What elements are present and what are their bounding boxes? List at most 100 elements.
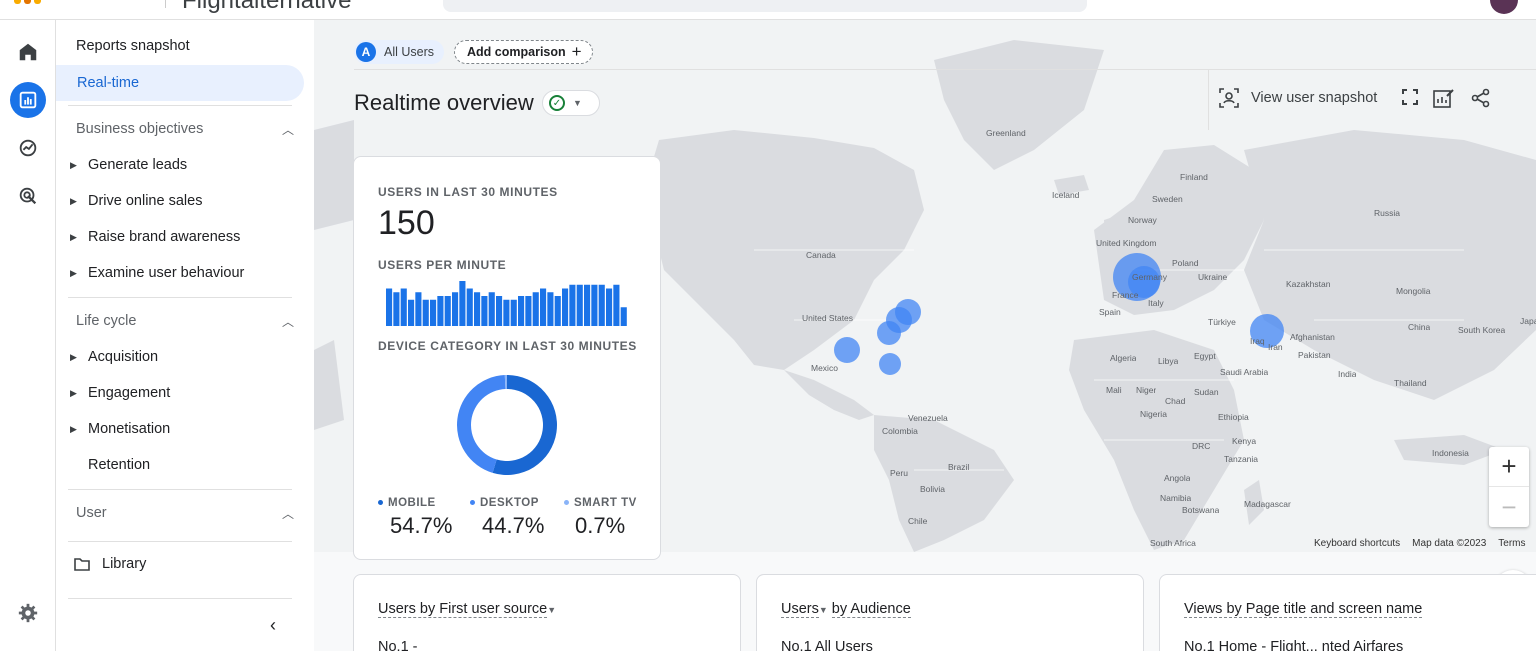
property-title[interactable]: Flightalternative [182, 0, 352, 14]
users-per-minute-bar[interactable] [532, 292, 539, 326]
map-label-egypt: Egypt [1194, 351, 1216, 361]
users-per-minute-bar[interactable] [393, 292, 400, 326]
users-per-minute-bar[interactable] [408, 299, 415, 326]
users-per-minute-bar[interactable] [613, 284, 620, 326]
users-per-minute-bar[interactable] [554, 296, 561, 326]
nav-raise-brand-awareness[interactable]: ▶ Raise brand awareness [70, 229, 240, 245]
map-label-saudi-arabia: Saudi Arabia [1220, 367, 1269, 377]
legend-desktop: DESKTOP [470, 497, 539, 509]
users-per-minute-bar[interactable] [606, 288, 613, 327]
users-per-minute-bar[interactable] [415, 292, 422, 326]
nav-acquisition[interactable]: ▶ Acquisition [70, 349, 158, 365]
caret-down-icon: ▼ [818, 605, 828, 615]
avatar[interactable] [1490, 0, 1518, 14]
comparison-badge: A [356, 42, 376, 62]
users-per-minute-chart[interactable] [386, 281, 628, 326]
users-per-minute-bar[interactable] [591, 284, 598, 326]
customize-report-icon[interactable] [1433, 88, 1455, 108]
users-per-minute-bar[interactable] [540, 288, 547, 327]
nav-retention[interactable]: Retention [88, 457, 151, 473]
users-per-minute-bar[interactable] [430, 299, 437, 326]
users-per-minute-bar[interactable] [496, 296, 503, 326]
nav-drive-online-sales[interactable]: ▶ Drive online sales [70, 193, 202, 209]
card-title[interactable]: Users by First user source▼ [378, 601, 556, 618]
add-comparison-button[interactable]: Add comparison + [454, 40, 593, 64]
users-per-minute-bar[interactable] [452, 292, 459, 326]
comparison-chip-all-users[interactable]: A All Users [354, 40, 445, 64]
search-bar[interactable] [443, 0, 1087, 12]
users-per-minute-bar[interactable] [444, 296, 451, 326]
section-user[interactable]: User ︿ [76, 505, 294, 522]
users-per-minute-bar[interactable] [459, 281, 466, 326]
reports-icon[interactable] [10, 82, 46, 118]
nav-library[interactable]: Library [74, 556, 146, 572]
users-per-minute-bar[interactable] [400, 288, 407, 327]
keyboard-shortcuts-link[interactable]: Keyboard shortcuts [1314, 538, 1401, 549]
map-label-iraq: Iraq [1250, 336, 1265, 346]
home-icon[interactable] [10, 34, 46, 70]
nav-engagement[interactable]: ▶ Engagement [70, 385, 170, 401]
section-life-cycle[interactable]: Life cycle ︿ [76, 313, 294, 330]
map-bubble [895, 299, 921, 325]
map-label-algeria: Algeria [1110, 353, 1137, 363]
section-business-objectives[interactable]: Business objectives ︿ [76, 121, 294, 138]
users-per-minute-bar[interactable] [437, 296, 444, 326]
share-icon[interactable] [1471, 88, 1491, 108]
users-per-minute-bar[interactable] [569, 284, 576, 326]
card-title-metric: Users [781, 601, 819, 618]
map-label-drc: DRC [1192, 441, 1211, 451]
donut-slice-desktop[interactable] [457, 375, 506, 473]
gear-icon[interactable] [10, 595, 46, 631]
collapse-nav-icon[interactable]: ‹ [270, 615, 276, 635]
users-per-minute-bar[interactable] [547, 292, 554, 326]
advertising-icon[interactable] [10, 178, 46, 214]
card-title[interactable]: Views by Page title and screen name [1184, 601, 1423, 618]
map-label-madagascar: Madagascar [1244, 499, 1291, 509]
view-user-snapshot-button[interactable]: View user snapshot [1219, 88, 1377, 108]
comparison-bar: A All Users Add comparison + [354, 40, 593, 64]
users-per-minute-bar[interactable] [518, 296, 525, 326]
map-label-mongolia: Mongolia [1396, 286, 1431, 296]
users-per-minute-bar[interactable] [474, 292, 481, 326]
users-per-minute-bar[interactable] [386, 288, 393, 327]
users-per-minute-bar[interactable] [525, 296, 532, 326]
data-quality-status[interactable]: ✓ ▼ [542, 90, 600, 116]
map-label-poland: Poland [1172, 258, 1199, 268]
users-per-minute-bar[interactable] [584, 284, 591, 326]
users-per-minute-bar[interactable] [488, 292, 495, 326]
caret-right-icon: ▶ [70, 387, 77, 398]
users-per-minute-bar[interactable] [598, 284, 605, 326]
donut-slice-smart-tv[interactable] [504, 375, 507, 390]
map-label-afghanistan: Afghanistan [1290, 332, 1335, 342]
users-per-minute-bar[interactable] [576, 284, 583, 326]
nav-realtime[interactable]: Real-time [56, 65, 304, 101]
chip-label: All Users [384, 45, 435, 59]
analytics-logo[interactable] [14, 0, 41, 4]
map-label-finland: Finland [1180, 172, 1208, 182]
nav-examine-user-behaviour[interactable]: ▶ Examine user behaviour [70, 265, 244, 281]
header-divider [165, 0, 166, 8]
users-per-minute-bar[interactable] [466, 288, 473, 327]
users-per-minute-bar[interactable] [422, 299, 429, 326]
users-per-minute-bar[interactable] [510, 299, 517, 326]
legend-mobile: MOBILE [378, 497, 436, 509]
map-label-china: China [1408, 322, 1431, 332]
explore-icon[interactable] [10, 130, 46, 166]
legend-mobile-value: 54.7% [390, 513, 453, 538]
card-title[interactable]: Users▼ by Audience [781, 601, 911, 618]
chip-label: Add comparison [467, 45, 566, 59]
nav-reports-snapshot[interactable]: Reports snapshot [76, 38, 190, 54]
zoom-out-button[interactable]: − [1501, 491, 1517, 522]
zoom-in-button[interactable]: + [1489, 447, 1529, 487]
users-per-minute-bar[interactable] [481, 296, 488, 326]
nav-generate-leads[interactable]: ▶ Generate leads [70, 157, 187, 173]
users-per-minute-bar[interactable] [620, 307, 627, 326]
donut-slice-mobile[interactable] [492, 375, 557, 475]
nav-monetisation[interactable]: ▶ Monetisation [70, 421, 170, 437]
map-label-canada: Canada [806, 250, 836, 260]
users-per-minute-bar[interactable] [503, 299, 510, 326]
users-per-minute-bar[interactable] [562, 288, 569, 327]
device-donut-chart[interactable] [454, 372, 560, 478]
terms-link[interactable]: Terms [1498, 538, 1526, 549]
fullscreen-icon[interactable] [1401, 88, 1419, 106]
